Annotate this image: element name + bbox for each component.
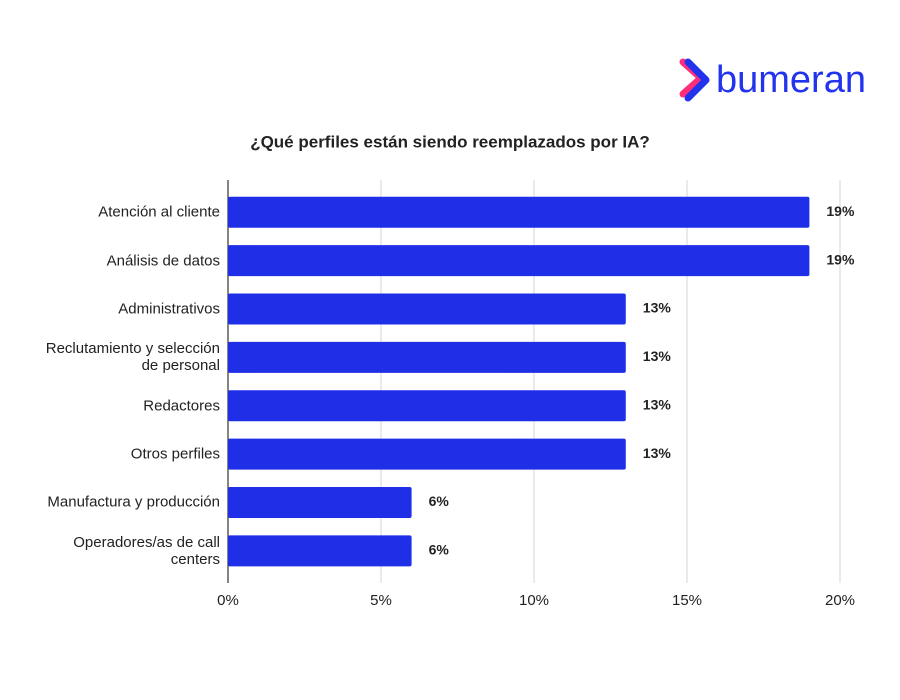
y-tick-label: Manufactura y producción — [47, 493, 220, 511]
bar — [228, 196, 810, 228]
y-tick-label: Atención al cliente — [98, 203, 220, 221]
x-tick-label: 0% — [217, 592, 239, 609]
value-label: 13% — [643, 445, 672, 461]
logo-mark-front — [684, 58, 710, 102]
bar — [228, 535, 412, 567]
value-label: 6% — [429, 493, 450, 509]
value-label: 13% — [643, 300, 672, 316]
value-label: 19% — [826, 203, 855, 219]
value-label: 19% — [826, 251, 855, 267]
logo-text: bumeran — [716, 59, 866, 101]
x-tick-label: 5% — [370, 592, 392, 609]
chart-title: ¿Qué perfiles están siendo reemplazados … — [250, 132, 650, 151]
bar — [228, 390, 626, 422]
y-tick-label: Administrativos — [118, 300, 220, 318]
logo: bumeran — [679, 58, 866, 102]
y-tick-label: Otros perfiles — [130, 445, 220, 463]
y-tick-label: Operadores/as de call centers — [73, 533, 220, 568]
bar — [228, 341, 626, 373]
value-label: 6% — [429, 542, 450, 558]
bar — [228, 245, 810, 277]
x-tick-label: 10% — [519, 592, 549, 609]
y-tick-label: Redactores — [143, 397, 220, 415]
x-tick-label: 20% — [825, 592, 855, 609]
value-label: 13% — [643, 348, 672, 364]
value-label: 13% — [643, 396, 672, 412]
bar — [228, 293, 626, 325]
y-tick-label: Reclutamiento y selección de personal — [45, 340, 220, 375]
bar — [228, 486, 412, 518]
bar — [228, 438, 626, 470]
x-tick-label: 15% — [672, 592, 702, 609]
y-tick-label: Análisis de datos — [106, 252, 220, 270]
